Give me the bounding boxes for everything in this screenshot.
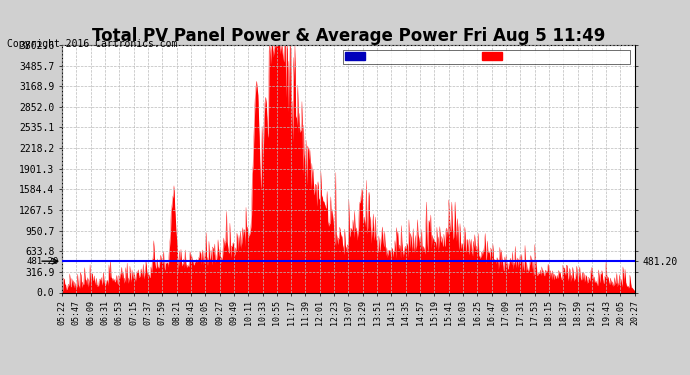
Legend: Average  (DC Watts), PV Panels  (DC Watts): Average (DC Watts), PV Panels (DC Watts) — [344, 50, 630, 64]
Text: Copyright 2016 Cartronics.com: Copyright 2016 Cartronics.com — [7, 39, 177, 50]
Text: 481.20: 481.20 — [27, 256, 59, 265]
Title: Total PV Panel Power & Average Power Fri Aug 5 11:49: Total PV Panel Power & Average Power Fri… — [92, 27, 605, 45]
